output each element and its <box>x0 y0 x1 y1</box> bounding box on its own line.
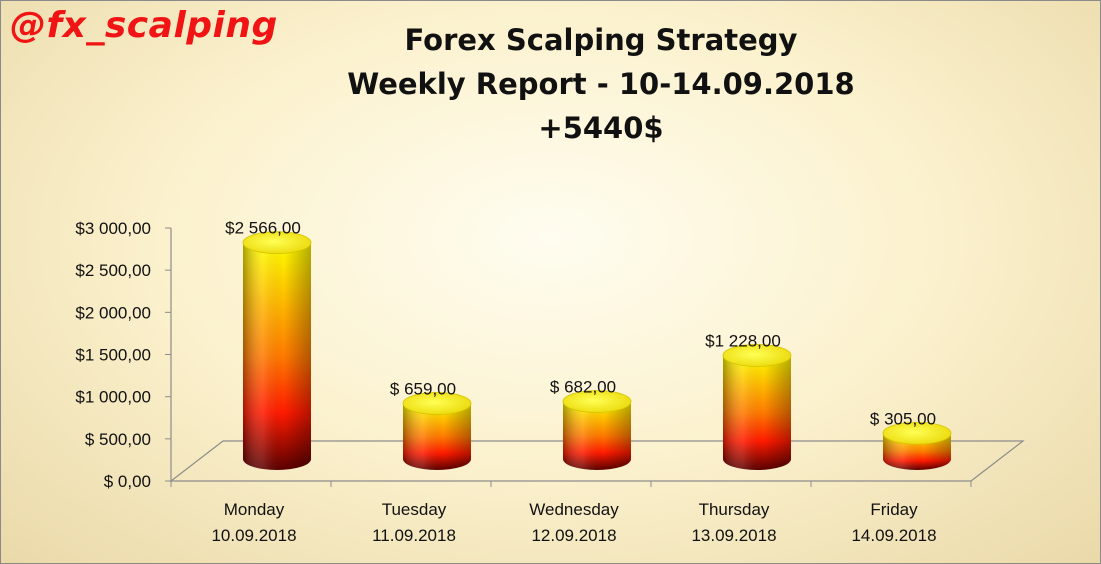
bar <box>882 421 952 470</box>
bar-top <box>402 392 472 415</box>
y-tick-label: $1 500,00 <box>75 346 151 365</box>
bar <box>242 231 312 470</box>
y-axis: $ 0,00 $ 500,00 $1 000,00 $1 500,00 $2 000,0… <box>75 219 172 491</box>
bar-top <box>242 231 312 255</box>
x-category-date: 14.09.2018 <box>851 526 936 545</box>
data-label: $ 305,00 <box>870 409 936 428</box>
x-category-date: 10.09.2018 <box>211 526 296 545</box>
bar-shading <box>243 242 311 470</box>
x-category-label: Wednesday <box>529 500 619 519</box>
y-tick-label: $1 000,00 <box>75 388 151 407</box>
data-label: $1 228,00 <box>705 331 781 350</box>
bars <box>242 231 952 470</box>
x-category-label: Friday <box>870 500 918 519</box>
labels: $2 566,00 Monday 10.09.2018 $ 659,00 Tuesday… <box>211 219 936 545</box>
bar-top <box>562 390 632 413</box>
x-category-date: 11.09.2018 <box>372 526 456 545</box>
bar-shading <box>403 403 471 470</box>
chart-floor <box>169 440 1025 487</box>
bar <box>562 390 632 470</box>
bar <box>722 344 792 470</box>
bar-top <box>722 344 792 367</box>
x-category-label: Tuesday <box>382 500 447 519</box>
x-category-date: 12.09.2018 <box>531 526 616 545</box>
chart-title: Forex Scalping Strategy Weekly Report - … <box>301 18 901 150</box>
chart-title-line-2: Weekly Report - 10-14.09.2018 <box>347 67 855 101</box>
y-tick-label: $3 000,00 <box>75 219 151 238</box>
bar-shading <box>723 355 791 470</box>
y-tick-label: $ 0,00 <box>104 472 151 491</box>
bar <box>402 392 472 470</box>
y-tick-label: $2 000,00 <box>75 303 151 322</box>
chart-title-line-3: +5440$ <box>538 111 664 145</box>
chart-title-line-1: Forex Scalping Strategy <box>404 23 798 57</box>
data-label: $ 682,00 <box>550 377 616 396</box>
bar-shading <box>563 401 631 470</box>
x-category-date: 13.09.2018 <box>691 526 776 545</box>
data-label: $ 659,00 <box>390 379 456 398</box>
y-tick-label: $ 500,00 <box>85 430 151 449</box>
x-category-label: Monday <box>224 500 285 519</box>
data-label: $2 566,00 <box>225 219 301 238</box>
x-category-label: Thursday <box>699 500 770 519</box>
bar-top <box>882 421 952 445</box>
floor-plane <box>169 440 1025 482</box>
y-tick-label: $2 500,00 <box>75 261 151 280</box>
watermark-handle: @fx_scalping <box>10 5 278 46</box>
